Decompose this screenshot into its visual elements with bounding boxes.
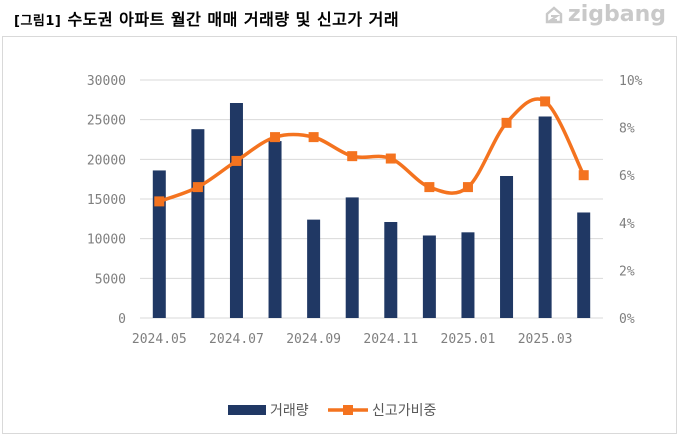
legend-label: 신고가비중 (372, 403, 437, 419)
bar (500, 175, 514, 318)
x-tick-label: 2024.05 (132, 332, 187, 347)
bar (345, 197, 359, 318)
bar (538, 116, 552, 318)
logo-text: zigbang (567, 2, 666, 27)
line-marker (462, 182, 473, 193)
bar (229, 103, 243, 318)
left-tick-label: 15000 (87, 193, 126, 208)
legend: 거래량 신고가비중 (228, 403, 437, 419)
zigbang-logo-icon (545, 5, 563, 23)
x-tick-label: 2025.01 (441, 332, 496, 347)
line-marker (347, 151, 358, 162)
legend-label: 거래량 (270, 403, 309, 419)
line-marker (385, 153, 396, 164)
grid-lines (140, 79, 603, 319)
bar (384, 222, 398, 318)
x-tick-label: 2025.03 (518, 332, 573, 347)
left-tick-label: 30000 (87, 74, 126, 89)
left-tick-label: 0 (118, 312, 126, 327)
bar (422, 235, 436, 318)
bar (191, 129, 205, 318)
line-series (154, 96, 589, 207)
legend-swatch-bar (228, 405, 266, 415)
bar (307, 219, 321, 318)
bar-series (152, 103, 591, 318)
x-tick-label: 2024.07 (209, 332, 264, 347)
figure-label: [그림1] (14, 14, 62, 29)
zigbang-logo: zigbang (544, 2, 666, 27)
line-marker (270, 132, 281, 143)
bar (152, 170, 166, 318)
line-marker (540, 96, 551, 107)
bar (461, 232, 475, 318)
legend-swatch-marker (343, 405, 353, 415)
line-marker (578, 170, 589, 181)
left-axis-labels: 0 5000 10000 15000 20000 25000 30000 (87, 74, 126, 327)
right-tick-label: 6% (619, 169, 635, 184)
right-tick-label: 4% (619, 217, 635, 232)
chart-frame (2, 36, 677, 434)
right-tick-label: 2% (619, 264, 635, 279)
line-marker (192, 182, 203, 193)
right-tick-label: 0% (619, 312, 635, 327)
line-marker (424, 182, 435, 193)
right-axis-labels: 0% 2% 4% 6% 8% 10% (619, 74, 643, 327)
left-tick-label: 25000 (87, 114, 126, 129)
line-marker (231, 155, 242, 166)
left-tick-label: 5000 (95, 272, 126, 287)
title-text: 수도권 아파트 월간 매매 거래량 및 신고가 거래 (67, 10, 400, 29)
left-tick-label: 20000 (87, 153, 126, 168)
bar (268, 141, 282, 318)
x-tick-label: 2024.11 (363, 332, 418, 347)
page-title: [그림1] 수도권 아파트 월간 매매 거래량 및 신고가 거래 (14, 6, 399, 30)
line-path (158, 97, 586, 204)
bar (577, 212, 591, 318)
line-marker (308, 132, 319, 143)
right-tick-label: 8% (619, 122, 635, 137)
line-marker (154, 196, 165, 207)
left-tick-label: 10000 (87, 233, 126, 248)
right-tick-label: 10% (619, 74, 643, 89)
x-tick-label: 2024.09 (286, 332, 341, 347)
line-marker (501, 117, 512, 128)
x-axis-labels: 2024.05 2024.07 2024.09 2024.11 2025.01 2025.… (132, 332, 573, 347)
